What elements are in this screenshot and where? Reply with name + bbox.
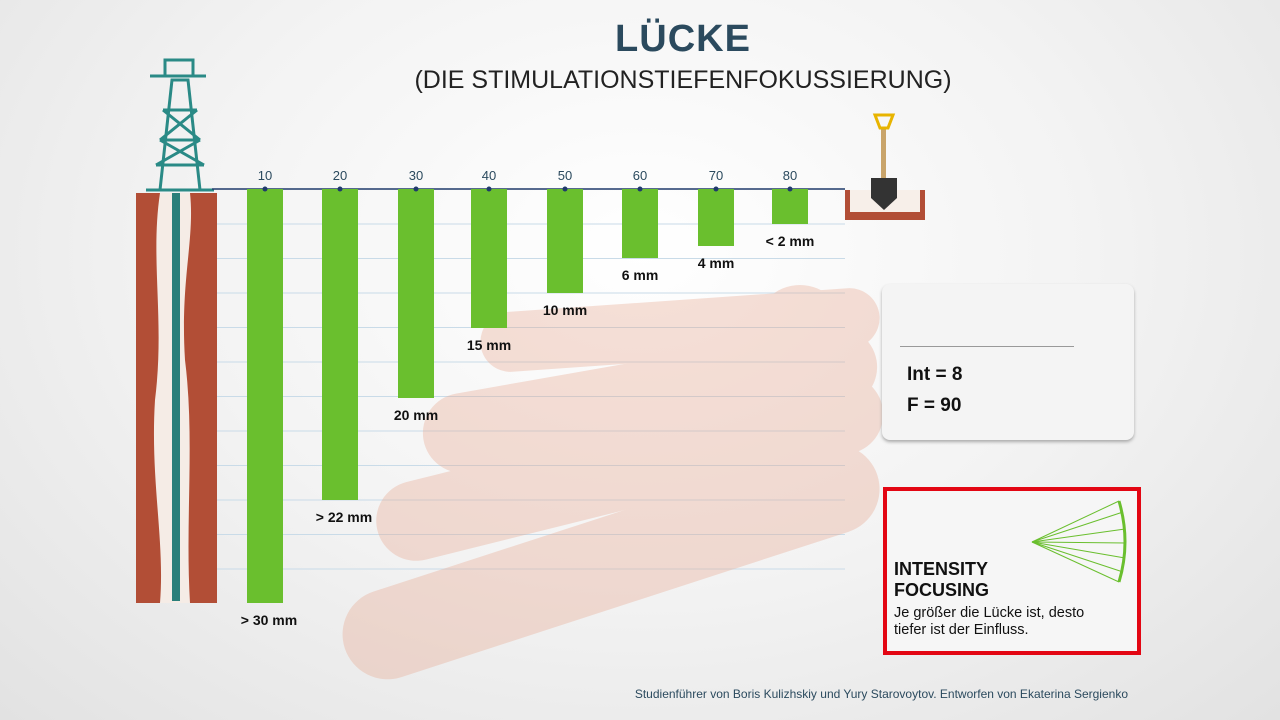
x-tick-label: 20 — [333, 168, 347, 183]
shovel-icon — [845, 113, 925, 220]
data-label: 20 mm — [394, 407, 438, 423]
divider — [900, 346, 1074, 347]
bar — [622, 189, 658, 258]
intensity-focusing-box: INTENSITY FOCUSING Je größer die Lücke is… — [883, 487, 1141, 655]
credits-footer: Studienführer von Boris Kulizhskiy und Y… — [634, 687, 1128, 701]
bar — [247, 189, 283, 603]
muscle-fibers-illustration — [342, 285, 884, 680]
focus-heading: INTENSITY FOCUSING — [894, 559, 990, 600]
bar — [471, 189, 507, 328]
tick-dot — [637, 186, 643, 192]
x-tick-label: 80 — [783, 168, 797, 183]
focus-value: F = 90 — [907, 395, 962, 416]
page-title: LÜCKE — [615, 18, 751, 60]
focus-fan-icon — [1031, 500, 1127, 583]
bar — [322, 189, 358, 500]
x-tick-label: 60 — [633, 168, 647, 183]
data-label: > 30 mm — [241, 612, 297, 628]
bar — [772, 189, 808, 224]
data-label: 6 mm — [622, 267, 659, 283]
x-tick-label: 70 — [709, 168, 723, 183]
bar — [698, 189, 734, 246]
tick-dot — [713, 186, 719, 192]
tick-dot — [562, 186, 568, 192]
x-tick-label: 50 — [558, 168, 572, 183]
bar — [547, 189, 583, 293]
soil-column — [136, 193, 217, 603]
bar — [398, 189, 434, 398]
tick-dot — [413, 186, 419, 192]
drilling-rig-icon — [146, 58, 214, 192]
x-tick-label: 10 — [258, 168, 272, 183]
data-label: < 2 mm — [766, 233, 815, 249]
parameters-box: Int = 8 F = 90 — [882, 284, 1134, 440]
data-label: 15 mm — [467, 337, 511, 353]
tick-dot — [486, 186, 492, 192]
data-label: > 22 mm — [316, 509, 372, 525]
x-tick-label: 40 — [482, 168, 496, 183]
tick-dot — [337, 186, 343, 192]
page-subtitle: (DIE STIMULATIONSTIEFENFOKUSSIERUNG) — [414, 66, 952, 94]
tick-dot — [787, 186, 793, 192]
data-label: 4 mm — [698, 255, 735, 271]
focus-description: Je größer die Lücke ist, desto tiefer ist… — [894, 605, 1085, 638]
tick-dot — [262, 186, 268, 192]
intensity-value: Int = 8 — [907, 364, 963, 385]
data-label: 10 mm — [543, 302, 587, 318]
grid-lines — [217, 223, 845, 570]
x-tick-label: 30 — [409, 168, 423, 183]
